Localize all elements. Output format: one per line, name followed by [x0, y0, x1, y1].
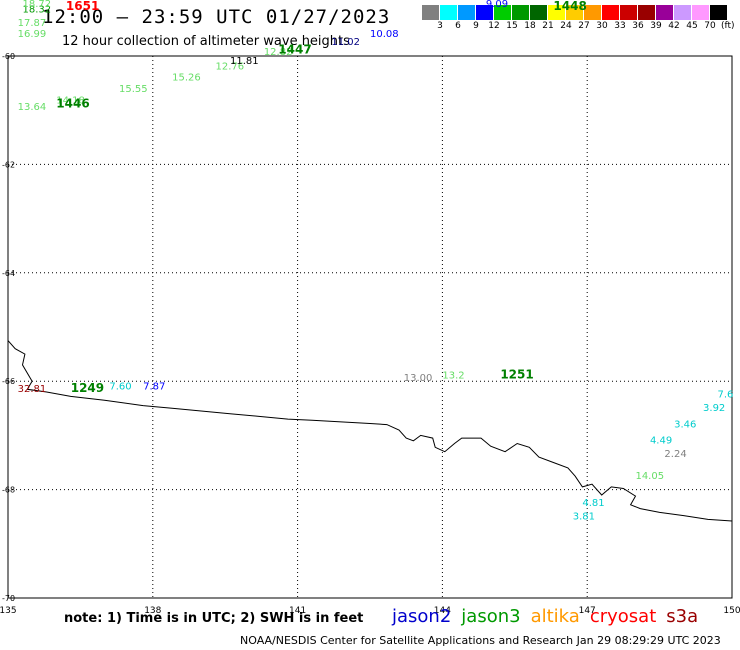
satellite-legend-item: s3a [666, 606, 699, 627]
colorbar-swatch [476, 5, 494, 20]
colorbar-swatch [638, 5, 656, 20]
wave-height-label: 1251 [500, 367, 533, 381]
colorbar-swatch [530, 5, 548, 20]
colorbar-unit: (ft) [721, 21, 735, 31]
colorbar-swatch [440, 5, 458, 20]
colorbar-label: 27 [578, 21, 590, 31]
wave-height-label: 17.87 [18, 18, 47, 29]
wave-height-label: 32.81 [18, 384, 47, 395]
wave-height-label: 11.02 [331, 37, 360, 48]
colorbar-swatch [422, 5, 440, 20]
longitude-tick-label: 150 [723, 606, 740, 616]
wave-height-label: 1447 [278, 42, 311, 56]
latitude-tick-label: -62 [2, 160, 15, 169]
colorbar-label: 42 [668, 21, 680, 31]
colorbar-label: 33 [614, 21, 626, 31]
colorbar-swatch [458, 5, 476, 20]
wave-height-label: 1249 [71, 381, 104, 395]
wave-height-label: 14.05 [635, 471, 664, 482]
latitude-tick-label: -66 [2, 377, 15, 386]
antarctica-coastline [7, 340, 733, 522]
colorbar-label: 18 [524, 21, 536, 31]
wave-height-label: 3.92 [703, 403, 725, 414]
colorbar-label: 12 [488, 21, 500, 31]
wave-height-label: 16.99 [18, 29, 47, 40]
wave-height-label: 4.49 [650, 436, 672, 447]
colorbar-label: 6 [455, 21, 461, 31]
longitude-tick-label: 138 [144, 606, 161, 616]
satellite-legend-item: altika [530, 606, 580, 627]
wave-height-label: 7.60 [109, 381, 131, 392]
wave-height-label: 13.64 [18, 102, 47, 113]
satellite-legend-item: jason2 [392, 606, 452, 627]
wave-height-label: 1446 [56, 96, 89, 110]
colorbar-label: 36 [632, 21, 644, 31]
longitude-tick-label: 135 [0, 606, 17, 616]
map-frame [7, 55, 733, 599]
longitude-tick-label: 147 [579, 606, 596, 616]
wave-height-label: 3.46 [674, 419, 696, 430]
colorbar-swatch [692, 5, 710, 20]
wave-height-label: 15.26 [172, 72, 201, 83]
colorbar-label: 9 [473, 21, 479, 31]
colorbar-swatch [602, 5, 620, 20]
wave-height-label: 1651 [66, 0, 99, 13]
colorbar-swatch [710, 5, 728, 20]
latitude-tick-label: -70 [2, 594, 15, 603]
colorbar-swatch [548, 5, 566, 20]
satellite-legend-item: jason3 [461, 606, 521, 627]
swh-color-legend-labels: 3 6 9 12 15 18 21 24 27 30 33 36 39 42 45 70 (ft) [422, 21, 735, 31]
colorbar-swatch [674, 5, 692, 20]
wave-height-label: 2.24 [664, 449, 686, 460]
colorbar-label: 21 [542, 21, 554, 31]
colorbar-label: 70 [704, 21, 716, 31]
wave-height-label: 11.81 [230, 56, 259, 67]
wave-height-label: 18.72 [22, 0, 51, 10]
wave-height-label: 12.76 [216, 62, 245, 73]
colorbar-label: 24 [560, 21, 572, 31]
colorbar-swatch [566, 5, 584, 20]
wave-height-label: 13.2 [442, 370, 464, 381]
colorbar-label: 39 [650, 21, 662, 31]
colorbar-label: 3 [437, 21, 443, 31]
footer-note: note: 1) Time is in UTC; 2) SWH is in fe… [64, 611, 364, 626]
wave-height-label: 7.87 [143, 381, 165, 392]
colorbar-swatch [584, 5, 602, 20]
latitude-tick-label: -68 [2, 486, 15, 495]
wave-height-label: 13.00 [404, 373, 433, 384]
satellite-legend: jason2 jason3 altika cryosat s3a [392, 606, 708, 627]
wave-height-label: 4.81 [582, 498, 604, 509]
colorbar-swatch [620, 5, 638, 20]
colorbar-swatch [512, 5, 530, 20]
wave-height-label: 3.81 [573, 511, 595, 522]
wave-height-label: 9.09 [486, 0, 508, 10]
wave-height-label: 18.32 [22, 5, 51, 16]
colorbar-swatch [494, 5, 512, 20]
colorbar-swatch [656, 5, 674, 20]
longitude-tick-label: 144 [434, 606, 451, 616]
satellite-legend-item: cryosat [589, 606, 657, 627]
wave-height-label: 15.55 [119, 84, 148, 95]
map-title: 12:00 — 23:59 UTC 01/27/2023 [42, 6, 391, 28]
map-subtitle: 12 hour collection of altimeter wave hei… [62, 34, 350, 49]
longitude-tick-label: 141 [289, 606, 306, 616]
colorbar-label: 45 [686, 21, 698, 31]
wave-height-label: 7.6 [718, 389, 734, 400]
swh-color-legend [422, 5, 728, 20]
wave-height-label: 10.08 [370, 29, 399, 40]
latitude-tick-label: -60 [2, 52, 15, 61]
wave-height-label: 12.82 [264, 47, 293, 58]
colorbar-label: 15 [506, 21, 518, 31]
wave-height-label: 1448 [553, 0, 586, 13]
footer-credit: NOAA/NESDIS Center for Satellite Applica… [240, 634, 721, 647]
colorbar-label: 30 [596, 21, 608, 31]
latitude-tick-label: -64 [2, 269, 15, 278]
wave-height-label: 14.18 [56, 96, 85, 107]
